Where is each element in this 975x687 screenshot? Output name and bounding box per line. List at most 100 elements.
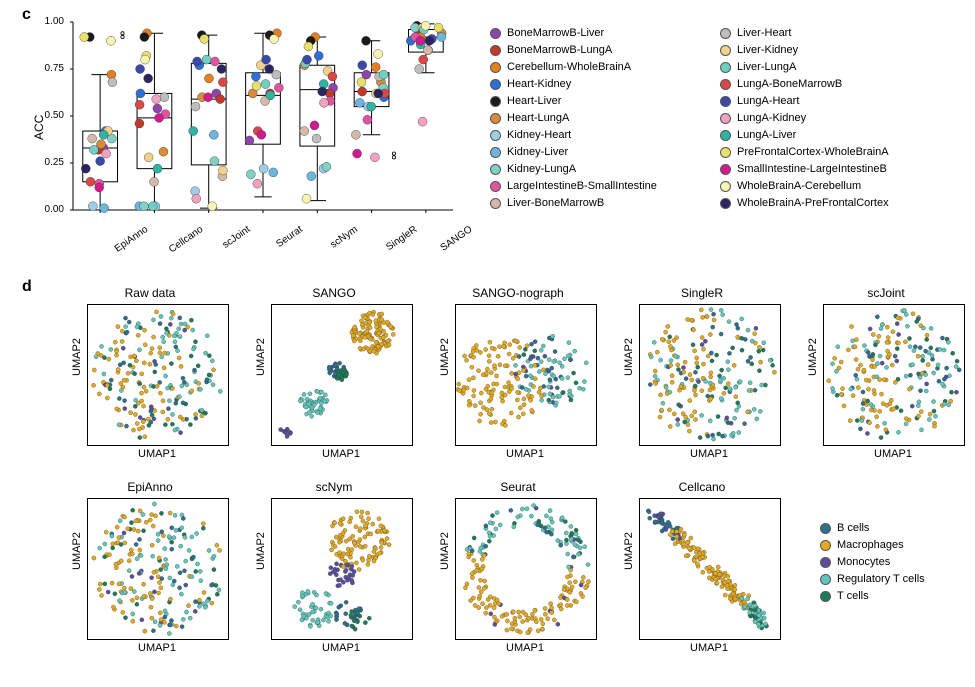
panel-c-legend-col1: BoneMarrowB-LiverBoneMarrowB-LungACerebe…: [490, 25, 657, 212]
umap-box: [271, 304, 413, 446]
legend-item: LungA-Heart: [720, 93, 889, 110]
umap-cell: SANGOUMAP2UMAP1: [249, 286, 419, 466]
umap-box: [639, 304, 781, 446]
legend-label: Heart-LungA: [507, 110, 569, 127]
legend-label: Kidney-Liver: [507, 144, 568, 161]
umap-title: Seurat: [433, 480, 603, 496]
legend-swatch: [720, 96, 731, 107]
legend-label: Liver-Heart: [737, 25, 791, 42]
legend-label: Cerebellum-WholeBrainA: [507, 59, 631, 76]
legend-label: LungA-Kidney: [737, 110, 806, 127]
umap-box: [455, 304, 597, 446]
legend-label: WholeBrainA-Cerebellum: [737, 178, 861, 195]
xtick: scNym: [329, 224, 360, 251]
legend-item: Heart-Kidney: [490, 76, 657, 93]
umap-box: [455, 498, 597, 640]
legend-swatch: [490, 198, 501, 209]
umap-title: Cellcano: [617, 480, 787, 496]
legend-swatch: [720, 164, 731, 175]
legend-item: SmallIntestine-LargeIntestineB: [720, 161, 889, 178]
umap-xlab: UMAP1: [455, 448, 595, 460]
legend-item: Kidney-LungA: [490, 161, 657, 178]
legend-swatch: [820, 557, 831, 568]
umap-xlab: UMAP1: [271, 448, 411, 460]
legend-item: Cerebellum-WholeBrainA: [490, 59, 657, 76]
legend-label: Liver-LungA: [737, 59, 796, 76]
umap-cell: scJointUMAP2UMAP1: [801, 286, 971, 466]
legend-swatch: [720, 79, 731, 90]
legend-swatch: [720, 181, 731, 192]
legend-label: Heart-Kidney: [507, 76, 571, 93]
umap-cell: scNymUMAP2UMAP1: [249, 480, 419, 660]
umap-title: scNym: [249, 480, 419, 496]
legend-label: Liver-Kidney: [737, 42, 798, 59]
umap-ylab: UMAP2: [439, 338, 451, 376]
umap-ylab: UMAP2: [623, 338, 635, 376]
legend-swatch: [720, 130, 731, 141]
umap-box: [823, 304, 965, 446]
legend-label: Liver-BoneMarrowB: [507, 195, 604, 212]
umap-cell: CellcanoUMAP2UMAP1: [617, 480, 787, 660]
umap-title: SANGO: [249, 286, 419, 302]
legend-label: T cells: [837, 588, 869, 605]
legend-item: Heart-Liver: [490, 93, 657, 110]
legend-swatch: [720, 28, 731, 39]
legend-label: BoneMarrowB-Liver: [507, 25, 604, 42]
umap-xlab: UMAP1: [87, 642, 227, 654]
umap-title: EpiAnno: [65, 480, 235, 496]
legend-swatch: [490, 130, 501, 141]
legend-label: LungA-Heart: [737, 93, 799, 110]
legend-swatch: [720, 147, 731, 158]
legend-item: WholeBrainA-PreFrontalCortex: [720, 195, 889, 212]
umap-xlab: UMAP1: [271, 642, 411, 654]
legend-swatch: [720, 113, 731, 124]
umap-cell: SANGO-nograph UMAP2 UMAP1: [433, 286, 603, 466]
umap-box: [271, 498, 413, 640]
legend-swatch: [820, 574, 831, 585]
umap-title: SANGO-nograph: [433, 286, 603, 302]
legend-item: Macrophages: [820, 537, 925, 554]
xtick: Cellcano: [167, 224, 205, 255]
legend-swatch: [490, 164, 501, 175]
legend-label: Monocytes: [837, 554, 890, 571]
umap-title: scJoint: [801, 286, 971, 302]
legend-item: Liver-LungA: [720, 59, 889, 76]
legend-swatch: [490, 181, 501, 192]
xtick: scJoint: [220, 224, 252, 251]
legend-label: Heart-Liver: [507, 93, 561, 110]
legend-item: LungA-Liver: [720, 127, 889, 144]
umap-box: [87, 304, 229, 446]
xtick: EpiAnno: [113, 224, 150, 255]
panel-d: Raw dataUMAP2UMAP1SANGOUMAP2UMAP1SANGO-n…: [20, 280, 960, 670]
umap-box: [639, 498, 781, 640]
panel-c-legend-col2: Liver-HeartLiver-KidneyLiver-LungA LungA-…: [720, 25, 889, 212]
legend-item: Regulatory T cells: [820, 571, 925, 588]
ytick: 0.25: [34, 157, 64, 168]
legend-label: LargeIntestineB-SmallIntestine: [507, 178, 657, 195]
legend-swatch: [490, 79, 501, 90]
legend-swatch: [490, 96, 501, 107]
umap-cell: Raw dataUMAP2UMAP1: [65, 286, 235, 466]
legend-swatch: [720, 198, 731, 209]
legend-swatch: [490, 147, 501, 158]
umap-ylab: UMAP2: [71, 532, 83, 570]
legend-item: T cells: [820, 588, 925, 605]
xtick: SANGO: [438, 224, 474, 254]
legend-label: Kidney-Heart: [507, 127, 571, 144]
figure-root: c ACC 0.000.250.500.751.00 EpiAnnoCellca…: [0, 0, 975, 687]
panel-c: ACC 0.000.250.500.751.00 EpiAnnoCellcano…: [20, 10, 960, 270]
umap-xlab: UMAP1: [823, 448, 963, 460]
umap-title: Raw data: [65, 286, 235, 302]
legend-item: WholeBrainA-Cerebellum: [720, 178, 889, 195]
legend-swatch: [720, 62, 731, 73]
legend-item: Heart-LungA: [490, 110, 657, 127]
legend-swatch: [720, 45, 731, 56]
legend-swatch: [820, 591, 831, 602]
legend-label: SmallIntestine-LargeIntestineB: [737, 161, 887, 178]
legend-item: BoneMarrowB-Liver: [490, 25, 657, 42]
umap-xlab: UMAP1: [87, 448, 227, 460]
ytick: 1.00: [34, 16, 64, 27]
legend-label: BoneMarrowB-LungA: [507, 42, 612, 59]
legend-item: Liver-Kidney: [720, 42, 889, 59]
legend-swatch: [490, 45, 501, 56]
